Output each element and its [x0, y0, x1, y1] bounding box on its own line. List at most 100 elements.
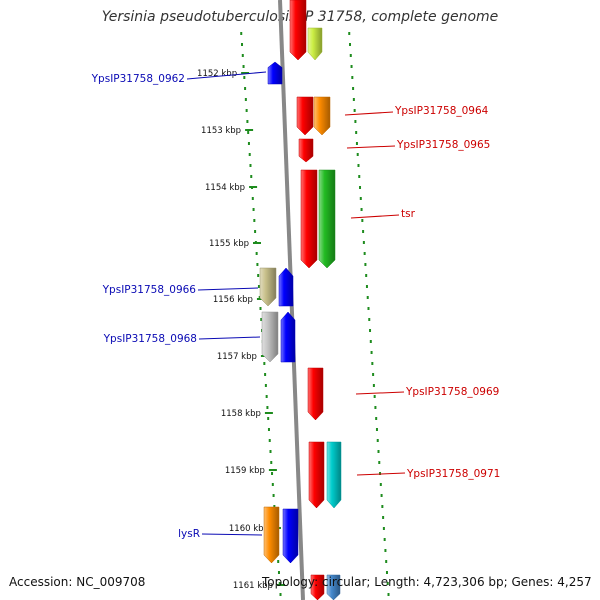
ring-dot	[244, 87, 247, 90]
ring-dot	[248, 153, 251, 156]
gene-label[interactable]: YpsIP31758_0964	[394, 105, 489, 117]
ring-dot	[386, 582, 389, 585]
gene-arrow[interactable]	[307, 367, 324, 421]
ring-dot	[383, 538, 386, 541]
gene-arrow[interactable]	[289, 0, 307, 61]
ring-dot	[271, 483, 274, 486]
scale-tick-label: 1155 kbp	[209, 239, 249, 249]
gene-arrow[interactable]	[310, 574, 325, 600]
gene-label[interactable]: YpsIP31758_0971	[406, 468, 500, 480]
ring-dot	[365, 274, 368, 277]
gene-arrow[interactable]	[300, 169, 318, 269]
ring-dot	[356, 153, 359, 156]
ring-dot	[273, 505, 276, 508]
ring-dot	[375, 417, 378, 420]
ring-dot	[357, 164, 360, 167]
accession-text: Accession: NC_009708	[9, 575, 146, 589]
ring-dot	[385, 571, 388, 574]
gene-label[interactable]: YpsIP31758_0965	[396, 139, 490, 151]
scale-tick-label: 1154 kbp	[205, 183, 245, 193]
gene-arrow[interactable]	[278, 267, 294, 307]
ring-dot	[271, 472, 274, 475]
gene-label[interactable]: YpsIP31758_0962	[91, 73, 185, 85]
label-leader	[356, 472, 406, 476]
ring-dot	[270, 461, 273, 464]
gene-arrow[interactable]	[280, 311, 296, 363]
gene-arrow[interactable]	[296, 96, 314, 136]
ring-dot	[369, 340, 372, 343]
ring-dot	[385, 560, 388, 563]
label-leader	[198, 336, 261, 340]
gene-label[interactable]: lysR	[178, 528, 200, 540]
ring-dot	[367, 307, 370, 310]
ring-dot	[381, 505, 384, 508]
gene-arrow[interactable]	[313, 96, 331, 136]
ring-dot	[272, 494, 275, 497]
gene-label[interactable]: tsr	[401, 208, 416, 220]
ring-dot	[349, 43, 352, 46]
gene-label[interactable]: YpsIP31758_0966	[102, 284, 197, 296]
ring-dot	[348, 32, 351, 35]
ring-dot	[362, 230, 365, 233]
ring-dot	[256, 263, 259, 266]
gene-label[interactable]: YpsIP31758_0968	[103, 333, 197, 345]
gene-arrow[interactable]	[326, 574, 341, 600]
gene-arrow[interactable]	[318, 169, 336, 269]
scale-tick-label: 1159 kbp	[225, 466, 265, 476]
gene-arrow[interactable]	[263, 506, 280, 564]
label-leader	[350, 214, 400, 219]
label-leader	[355, 391, 405, 395]
gene-features	[259, 0, 342, 600]
ring-dot	[249, 164, 252, 167]
ring-dot	[355, 142, 358, 145]
ring-dot	[366, 296, 369, 299]
ring-dot	[277, 571, 280, 574]
ring-dot	[250, 175, 253, 178]
scale-tick-label: 1156 kbp	[213, 295, 253, 305]
label-leader	[197, 287, 259, 291]
scale-tick-label: 1161 kbp	[233, 581, 273, 591]
gene-label[interactable]: YpsIP31758_0969	[405, 386, 499, 398]
ring-dot	[382, 516, 385, 519]
ring-dot	[260, 318, 263, 321]
ring-dot	[379, 483, 382, 486]
ring-dot	[242, 65, 245, 68]
ring-dot	[253, 219, 256, 222]
ring-dot	[362, 241, 365, 244]
gene-arrow[interactable]	[261, 311, 279, 363]
ring-dot	[368, 318, 371, 321]
ring-dot	[254, 230, 257, 233]
ring-dot	[241, 43, 244, 46]
ring-dot	[369, 329, 372, 332]
gene-arrow[interactable]	[267, 61, 283, 85]
gene-arrow[interactable]	[282, 508, 299, 564]
ring-dot	[358, 175, 361, 178]
ring-dot	[251, 197, 254, 200]
gene-arrow[interactable]	[298, 138, 314, 163]
ring-dot	[247, 131, 250, 134]
ring-dot	[349, 54, 352, 57]
scale-ticks: 1152 kbp 1153 kbp 1154 kbp 1155 kbp 1156 kbp…	[197, 69, 285, 591]
ring-dot	[240, 32, 243, 35]
ring-dot	[382, 527, 385, 530]
gene-arrow[interactable]	[307, 27, 323, 61]
ring-dot	[373, 395, 376, 398]
ring-dot	[258, 296, 261, 299]
gene-arrow[interactable]	[326, 441, 342, 509]
ring-dot	[379, 472, 382, 475]
ring-dot	[352, 87, 355, 90]
ring-dot	[245, 109, 248, 112]
ring-dot	[268, 439, 271, 442]
gene-arrow[interactable]	[259, 267, 277, 307]
ring-dot	[264, 373, 267, 376]
gene-arrow[interactable]	[308, 441, 325, 509]
ring-dot	[244, 98, 247, 101]
ring-dot	[354, 120, 357, 123]
ring-dot	[247, 142, 250, 145]
ring-dot	[243, 76, 246, 79]
ring-dot	[372, 384, 375, 387]
label-leader	[346, 145, 396, 149]
ring-dot	[246, 120, 249, 123]
ring-dot	[372, 373, 375, 376]
